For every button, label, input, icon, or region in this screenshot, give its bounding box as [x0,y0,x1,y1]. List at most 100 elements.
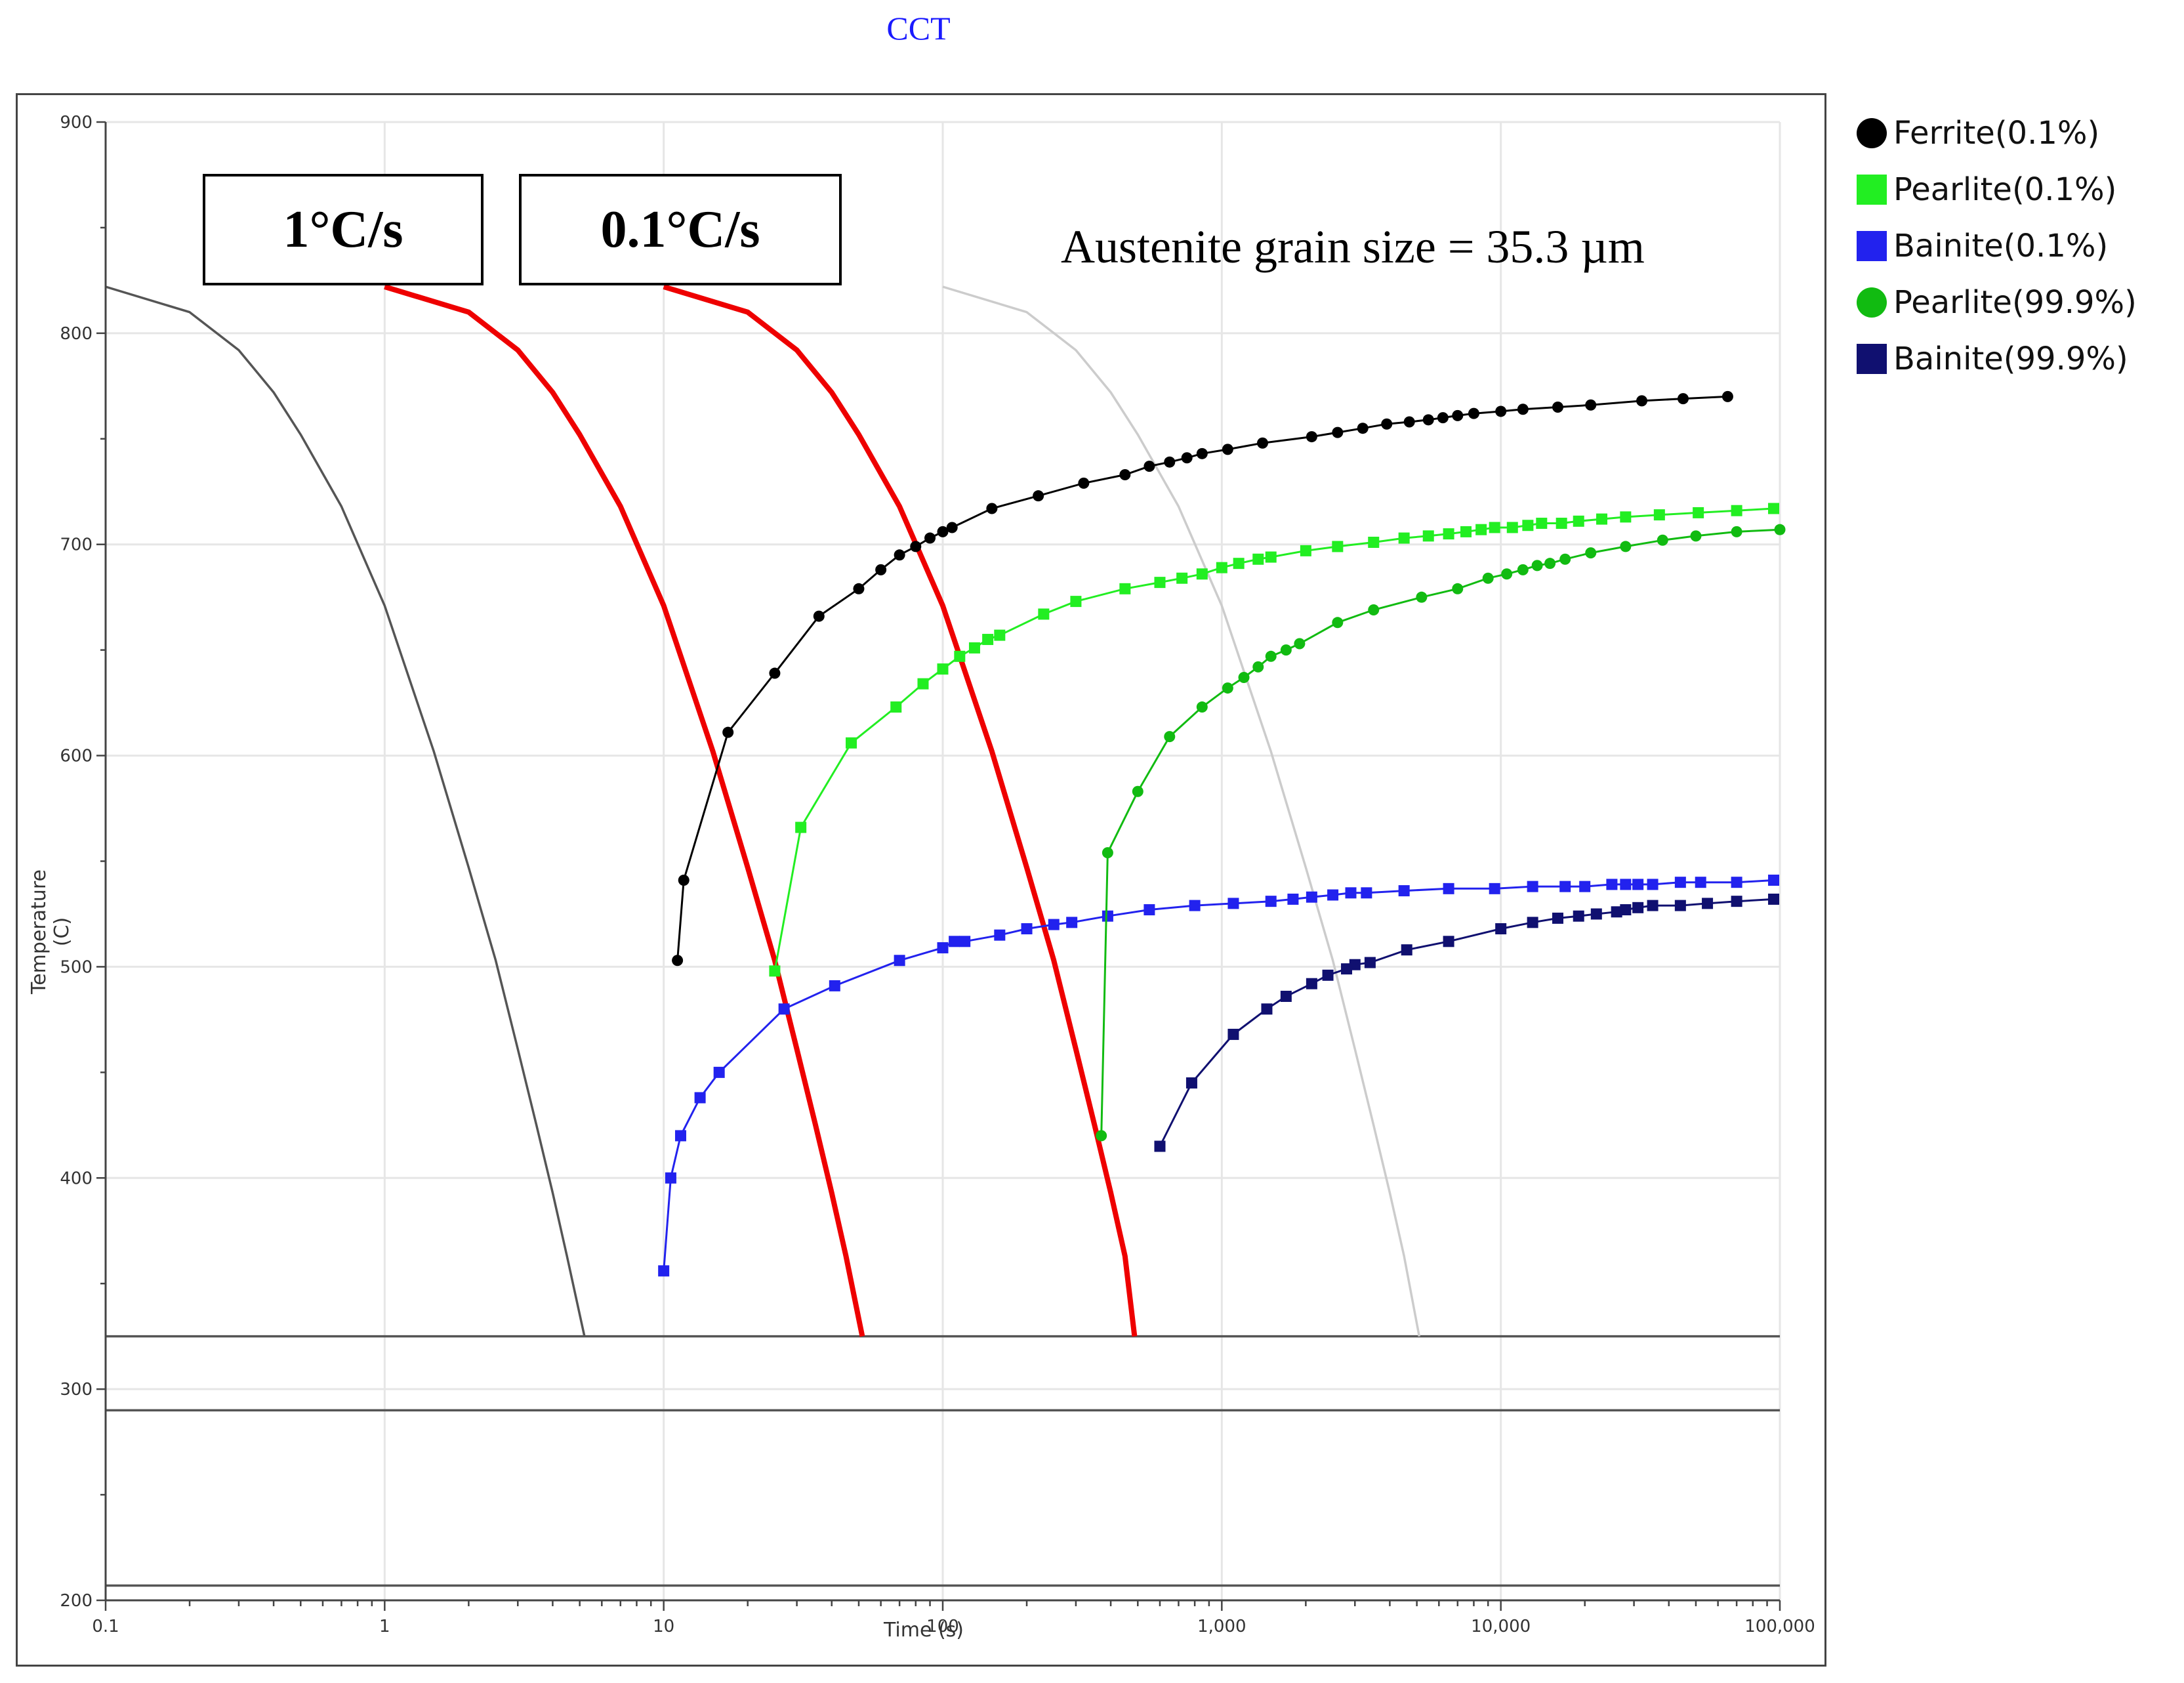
plot-frame: 200 300 400 500 600 700 800 900 0.1 1 10 100 1,000 10… [16,93,1826,1667]
legend-item-1: Pearlite(0.1%) [1857,161,2137,218]
data-point [1196,447,1208,459]
data-point [1695,877,1706,888]
data-point [890,701,902,713]
data-point [1674,900,1686,911]
data-point [1332,617,1344,629]
grid [104,121,1781,1602]
data-point [1048,919,1060,930]
data-point [1119,583,1131,594]
data-point [1252,553,1264,565]
data-point [1482,572,1494,584]
legend-item-4: Bainite(99.9%) [1857,331,2137,387]
data-point [1768,874,1780,886]
data-point [1690,530,1702,542]
data-point [1196,701,1208,713]
data-point [1164,731,1176,743]
data-point [1078,477,1090,489]
data-point [1261,1003,1273,1015]
data-point [1144,904,1155,916]
data-point [722,726,734,738]
data-point [1038,608,1050,620]
data-point [1731,526,1742,537]
data-point [665,1172,676,1184]
cooling-curve-3 [942,285,1421,1337]
x-tick-label: 1 [379,1617,390,1636]
data-point [1731,877,1742,888]
legend-label: Pearlite(0.1%) [1893,171,2117,208]
data-point [1460,526,1472,537]
y-tick-label: 700 [60,535,93,555]
data-point [994,629,1006,641]
cooling-curve-0 [105,285,586,1337]
data-point [1252,661,1264,673]
data-point [1531,560,1543,571]
data-point [1306,978,1317,989]
data-point [1265,551,1277,563]
y-tick-label: 900 [60,113,93,133]
data-point [1489,883,1500,894]
data-point [1332,426,1344,438]
data-point [1774,524,1786,535]
data-point [1361,887,1372,899]
data-point [1443,936,1454,947]
x-axis-title: Time (s) [884,1619,964,1642]
data-point [1702,898,1714,909]
legend-label: Bainite(99.9%) [1893,341,2128,377]
cooling-curve-2 [663,284,1138,1337]
data-point [1495,923,1507,934]
data-point [1517,404,1529,415]
legend: Ferrite(0.1%) Pearlite(0.1%) Bainite(0.1%)… [1857,105,2137,387]
data-point [1345,887,1357,899]
y-tick-label: 300 [60,1380,93,1400]
data-point [1527,917,1538,928]
series-3 [1096,524,1786,1142]
data-point [1256,437,1268,449]
data-point [846,737,857,749]
data-point [1364,957,1376,968]
data-point [1287,893,1299,905]
data-point [968,642,980,654]
grain-size-label: Austenite grain size = 35.3 µm [1061,220,1645,273]
legend-label: Bainite(0.1%) [1893,228,2109,264]
series-line-1 [773,507,1774,972]
data-point [1403,416,1415,428]
chart-title: CCT [886,10,951,47]
y-tick-label: 400 [60,1169,93,1188]
series-line-0 [676,395,1728,961]
data-point [1620,511,1632,523]
data-point [1306,431,1317,443]
data-point [982,634,994,646]
data-point [1606,879,1618,890]
data-point [1768,893,1780,905]
data-point [1222,444,1233,455]
data-point [1381,418,1393,430]
data-point [1189,900,1201,911]
data-point [1475,524,1487,535]
data-point [1102,910,1113,922]
data-point [1536,518,1548,530]
data-point [1452,409,1464,421]
data-point [1579,881,1591,892]
data-point [1596,513,1608,525]
data-point [1552,402,1563,413]
axes: 200 300 400 500 600 700 800 900 0.1 1 10 100 1,000 10… [60,113,1815,1636]
data-point [1452,583,1464,594]
data-point [1368,536,1380,548]
data-point [986,503,998,514]
data-point [853,583,865,594]
data-point [1585,547,1597,559]
data-point [1674,877,1686,888]
data-point [1222,682,1233,694]
data-point [1495,405,1507,417]
x-tick-label: 10 [653,1617,674,1636]
x-tick-label: 100 [926,1617,959,1636]
data-point [1585,399,1597,411]
data-point [678,874,690,886]
data-point [1437,412,1449,424]
data-point [1422,414,1434,426]
data-point [1306,891,1317,903]
data-point [949,936,960,947]
rate-label-2: 0.1°C/s [519,174,842,285]
data-point [1227,898,1239,909]
y-tick-label: 800 [60,324,93,344]
